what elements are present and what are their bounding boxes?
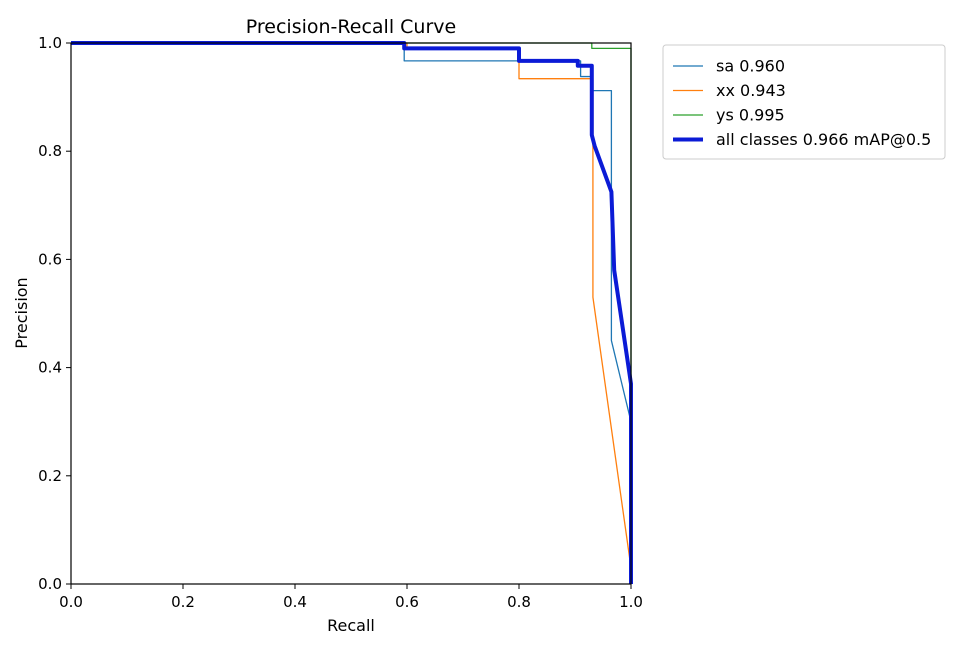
y-tick-label: 0.4 [38, 359, 62, 377]
series-line-1 [71, 42, 632, 584]
legend-label-0: sa 0.960 [716, 57, 785, 76]
y-tick-label: 0.6 [38, 250, 62, 268]
x-tick-label: 0.6 [395, 593, 419, 611]
legend-label-3: all classes 0.966 mAP@0.5 [716, 130, 931, 149]
y-tick-label: 0.8 [38, 142, 62, 160]
y-axis-ticks: 0.0 0.2 0.4 0.6 0.8 1.0 [38, 34, 71, 593]
y-tick-label: 1.0 [38, 34, 62, 52]
x-tick-label: 0.8 [507, 593, 531, 611]
plot-frame [70, 42, 632, 585]
legend-label-2: ys 0.995 [716, 106, 785, 125]
x-axis-label: Recall [327, 616, 375, 635]
x-tick-label: 0.0 [59, 593, 83, 611]
series-line-0 [71, 42, 632, 584]
y-tick-label: 0.2 [38, 467, 62, 485]
legend: sa 0.960 xx 0.943 ys 0.995 all classes 0.96… [662, 44, 946, 160]
legend-items: sa 0.960 xx 0.943 ys 0.995 all classes 0.96… [673, 57, 931, 149]
x-tick-label: 0.4 [283, 593, 307, 611]
x-axis-ticks: 0.0 0.2 0.4 0.6 0.8 1.0 [59, 584, 643, 611]
y-tick-label: 0.0 [38, 575, 62, 593]
x-tick-label: 1.0 [619, 593, 643, 611]
legend-label-1: xx 0.943 [716, 81, 786, 100]
legend-box [662, 44, 946, 160]
y-axis-label: Precision [12, 277, 31, 348]
x-tick-label: 0.2 [171, 593, 195, 611]
chart-title: Precision-Recall Curve [246, 16, 456, 38]
plot-lines [71, 41, 633, 584]
series-line-3 [71, 41, 633, 584]
series-line-2 [71, 42, 632, 584]
